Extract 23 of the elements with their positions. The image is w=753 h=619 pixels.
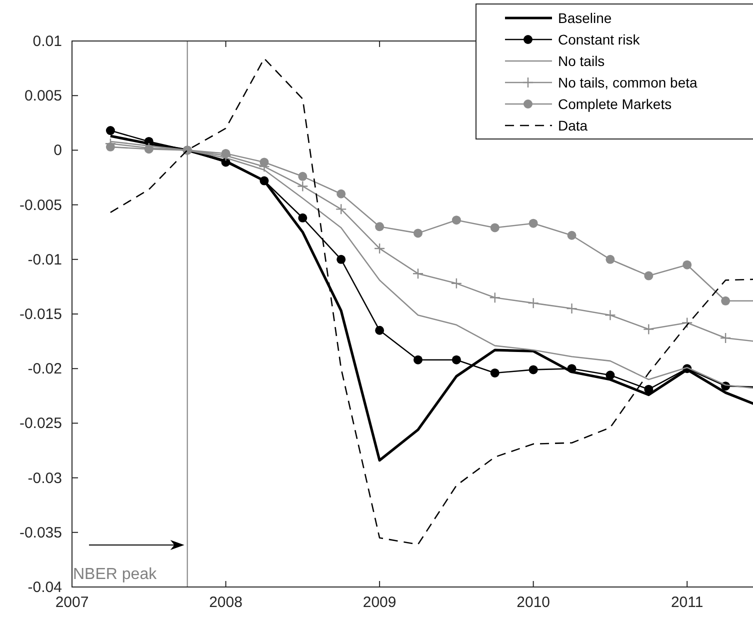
legend-label: Constant risk bbox=[558, 32, 641, 48]
legend-label: No tails, common beta bbox=[558, 74, 698, 90]
x-tick-label: 2007 bbox=[55, 594, 89, 611]
y-tick-label: -0.035 bbox=[19, 524, 62, 542]
x-tick-label: 2011 bbox=[670, 594, 704, 611]
legend-label: Baseline bbox=[558, 10, 612, 26]
x-tick-label: 2008 bbox=[209, 594, 242, 611]
y-tick-label: 0.005 bbox=[24, 88, 62, 105]
x-tick-label: 2010 bbox=[516, 594, 550, 611]
ref-line-label: NBER peak bbox=[73, 566, 158, 583]
y-tick-label: 0.01 bbox=[32, 33, 62, 50]
x-tick-label: 2009 bbox=[362, 594, 396, 611]
y-tick-label: 0 bbox=[54, 142, 62, 160]
y-tick-label: -0.03 bbox=[28, 470, 62, 487]
y-tick-label: -0.005 bbox=[19, 196, 62, 214]
y-tick-label: -0.04 bbox=[28, 579, 62, 596]
y-tick-label: -0.01 bbox=[28, 251, 62, 268]
legend-label: Complete Markets bbox=[558, 96, 672, 112]
y-tick-label: -0.02 bbox=[28, 360, 62, 378]
legend-label: No tails bbox=[558, 53, 605, 69]
y-tick-label: -0.025 bbox=[19, 415, 62, 432]
legend-label: Data bbox=[558, 118, 588, 134]
y-tick-label: -0.015 bbox=[19, 306, 62, 323]
